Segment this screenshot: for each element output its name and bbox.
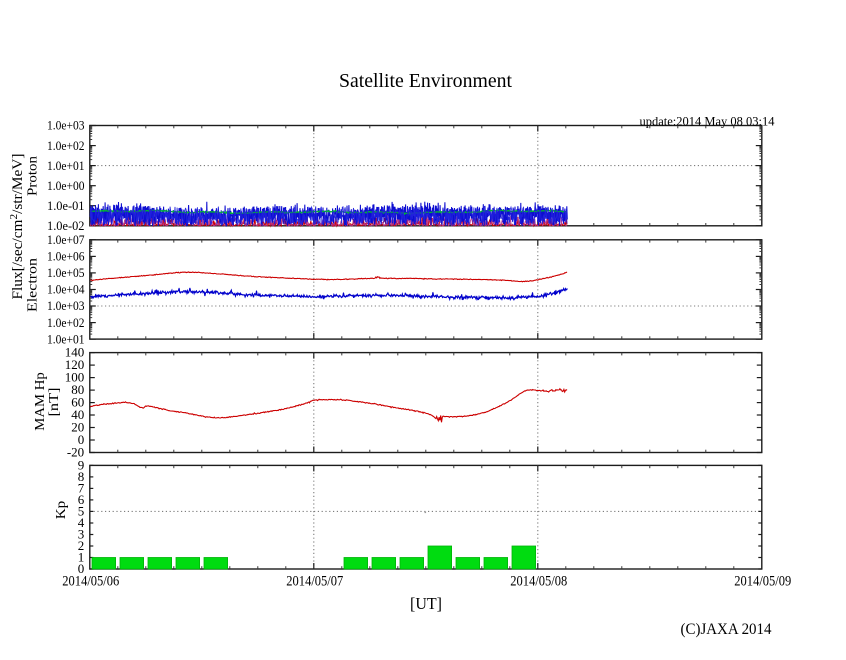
svg-text:2014/05/08: 2014/05/08: [510, 574, 567, 590]
svg-text:7: 7: [78, 480, 85, 495]
svg-text:60: 60: [71, 395, 84, 410]
svg-text:1.0e+05: 1.0e+05: [47, 266, 85, 280]
svg-text:2: 2: [78, 538, 85, 553]
svg-text:6: 6: [78, 492, 85, 507]
svg-text:[nT]: [nT]: [47, 388, 62, 417]
svg-text:1.0e-01: 1.0e-01: [47, 199, 85, 213]
svg-text:5: 5: [78, 503, 85, 518]
svg-text:0: 0: [78, 561, 85, 576]
svg-text:1.0e+01: 1.0e+01: [47, 332, 85, 346]
svg-text:1.0e+00: 1.0e+00: [47, 179, 85, 193]
svg-text:Kp: Kp: [54, 501, 69, 520]
svg-text:update:2014 May 08 03:14: update:2014 May 08 03:14: [640, 114, 776, 128]
svg-text:140: 140: [65, 345, 85, 360]
svg-text:1.0e+02: 1.0e+02: [47, 316, 85, 330]
svg-text:1: 1: [78, 549, 85, 564]
svg-text:8: 8: [78, 469, 85, 484]
svg-text:80: 80: [71, 382, 84, 397]
svg-text:MAM Hp: MAM Hp: [33, 372, 48, 431]
svg-text:9: 9: [78, 457, 85, 472]
svg-text:2014/05/07: 2014/05/07: [286, 574, 343, 590]
svg-text:1.0e+07: 1.0e+07: [47, 233, 85, 247]
svg-text:1.0e+06: 1.0e+06: [47, 250, 85, 264]
svg-text:1.0e+01: 1.0e+01: [47, 159, 85, 173]
svg-text:0: 0: [78, 432, 85, 447]
svg-text:1.0e+02: 1.0e+02: [47, 139, 85, 153]
svg-text:[UT]: [UT]: [410, 594, 442, 613]
svg-text:4: 4: [78, 515, 85, 530]
svg-text:1.0e-02: 1.0e-02: [47, 219, 85, 233]
svg-text:Satellite Environment: Satellite Environment: [339, 70, 512, 92]
svg-text:(C)JAXA 2014: (C)JAXA 2014: [681, 621, 772, 638]
svg-text:2014/05/09: 2014/05/09: [734, 574, 791, 590]
svg-text:1.0e+04: 1.0e+04: [47, 283, 85, 297]
svg-text:2014/05/06: 2014/05/06: [62, 574, 119, 590]
svg-text:3: 3: [78, 526, 85, 541]
svg-text:1.0e+03: 1.0e+03: [47, 299, 85, 313]
svg-text:120: 120: [65, 357, 85, 372]
svg-text:Flux[/sec/cm2/str/MeV]: Flux[/sec/cm2/str/MeV]: [8, 153, 26, 299]
svg-text:Electron: Electron: [26, 258, 41, 312]
svg-text:20: 20: [71, 420, 84, 435]
svg-text:1.0e+03: 1.0e+03: [47, 119, 85, 133]
svg-text:Proton: Proton: [26, 156, 41, 196]
svg-text:40: 40: [71, 407, 84, 422]
svg-text:-20: -20: [67, 445, 84, 460]
svg-text:100: 100: [65, 370, 85, 385]
